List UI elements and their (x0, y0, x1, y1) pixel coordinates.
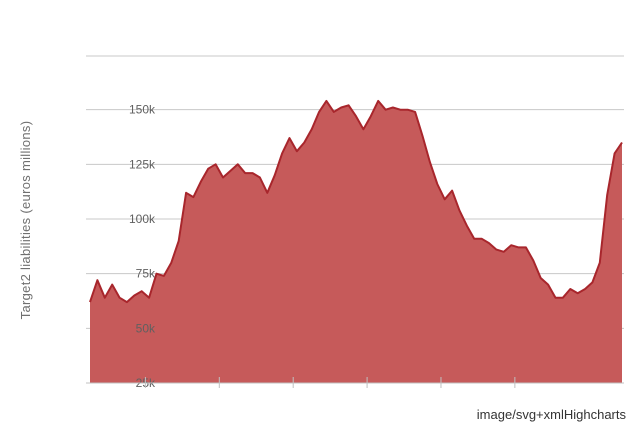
highcharts-credit: image/svg+xmlHighcharts (477, 407, 627, 422)
y-tick-label: 150k (129, 103, 156, 117)
series-line (89, 99, 623, 304)
area-layer (89, 99, 623, 384)
y-tick-label: 75k (136, 267, 156, 281)
series-area (90, 100, 622, 384)
y-axis-title: Target2 liabilities (euros millions) (18, 121, 33, 320)
y-tick-label: 50k (136, 321, 156, 335)
y-tick-labels: 25k50k75k100k125k150k (129, 103, 156, 390)
y-tick-label: 125k (129, 157, 156, 171)
y-tick-label: 100k (129, 212, 156, 226)
